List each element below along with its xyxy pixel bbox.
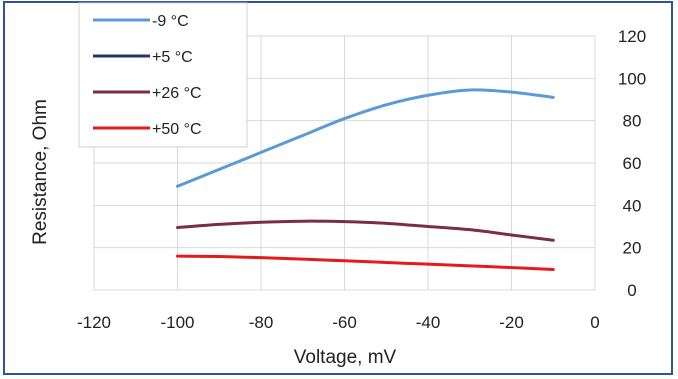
series-lines	[176, 88, 555, 271]
legend: -9 °C +5 °C +26 °C +50 °C	[78, 2, 248, 148]
y-tick-label: 80	[623, 112, 642, 131]
x-tick-label: -120	[77, 313, 111, 332]
series-line-2	[176, 219, 555, 242]
y-tick-label: 60	[623, 154, 642, 173]
x-tick-label: -60	[332, 313, 357, 332]
x-tick-labels: -120 -100 -80 -60 -40 -20 0	[77, 313, 600, 332]
x-tick-label: 0	[590, 313, 599, 332]
y-tick-label: 120	[618, 27, 646, 46]
x-axis-title: Voltage, mV	[294, 347, 397, 368]
legend-box	[78, 2, 248, 148]
x-tick-label: -100	[160, 313, 194, 332]
y-tick-label: 100	[618, 69, 646, 88]
y-tick-label: 0	[627, 281, 636, 300]
legend-label-2: +26 °C	[152, 85, 202, 102]
x-tick-label: -80	[249, 313, 274, 332]
legend-label-1: +5 °C	[152, 49, 193, 66]
x-tick-label: -40	[416, 313, 441, 332]
series-line-3	[176, 254, 555, 271]
legend-label-0: -9 °C	[152, 13, 189, 30]
x-tick-label: -20	[499, 313, 524, 332]
y-axis-title: Resistance, Ohm	[30, 99, 51, 245]
y-tick-label: 20	[623, 239, 642, 258]
legend-label-3: +50 °C	[152, 121, 202, 138]
y-tick-label: 40	[623, 196, 642, 215]
series-line-0	[176, 88, 555, 188]
y-tick-labels: 0 20 40 60 80 100 120	[618, 27, 646, 300]
